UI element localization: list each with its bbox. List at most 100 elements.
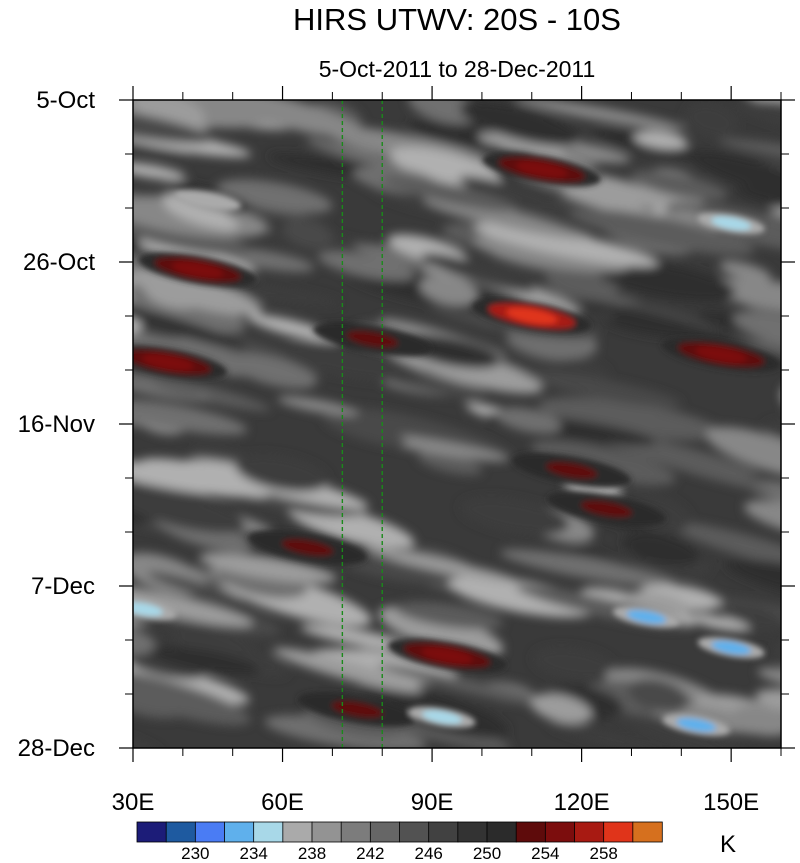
plot-area — [133, 100, 781, 748]
field-anomalies — [133, 152, 781, 736]
field-texture-cell — [705, 426, 781, 478]
colorbar-swatch — [224, 821, 255, 843]
field-texture-cell — [133, 485, 246, 533]
field-texture-cell — [417, 451, 483, 475]
field-texture-cell — [757, 667, 781, 691]
field-texture-cell — [133, 660, 250, 705]
x-tick-label: 60E — [261, 789, 304, 816]
field-texture-cell — [530, 693, 592, 724]
field-texture-cell — [538, 397, 720, 441]
field-texture-cell — [459, 101, 580, 146]
colorbar-swatch — [340, 821, 372, 843]
colorbar-swatch — [632, 821, 663, 843]
field-texture-cell — [133, 583, 253, 627]
field-texture-cell — [474, 223, 659, 267]
warm-anomaly — [506, 307, 558, 325]
field-texture-cell — [719, 139, 781, 169]
field-texture-cell — [381, 175, 518, 212]
field-texture-cell — [264, 715, 427, 748]
field-texture-cell — [698, 278, 781, 316]
colorbar-swatch — [544, 821, 576, 843]
axes: 5-Oct 26-Oct 16-Nov 7-Dec 28-Dec 30E 60E 90E 120… — [18, 86, 795, 816]
field-texture-cell — [687, 150, 781, 202]
y-tick-label: 5-Oct — [36, 87, 95, 114]
colorbar-tick-label: 258 — [590, 844, 618, 863]
colorbar-tick-label: 238 — [298, 844, 326, 863]
field-texture-cell — [277, 396, 359, 416]
warm-anomaly — [142, 354, 194, 371]
field-texture-cell — [670, 521, 781, 574]
warm-anomaly — [695, 346, 747, 363]
colorbar-tick-label: 242 — [356, 844, 384, 863]
field-texture-cell — [460, 496, 569, 536]
field-texture-cell — [496, 407, 562, 434]
field-texture-cell — [273, 648, 423, 693]
field-texture-cell — [149, 646, 260, 676]
field-texture-cell — [408, 118, 497, 149]
warm-anomaly — [545, 462, 598, 479]
warm-anomaly — [580, 500, 633, 518]
field-texture-cell — [235, 453, 329, 492]
field-texture-cell — [467, 210, 592, 240]
field-texture-cell — [376, 664, 557, 709]
field-texture-cell — [227, 353, 317, 389]
field-texture-cell — [133, 668, 251, 726]
chart-subtitle: 5-Oct-2011 to 28-Dec-2011 — [319, 56, 596, 82]
field-texture-cell — [531, 440, 676, 486]
field-texture-cell — [133, 378, 211, 402]
x-tick-label: 30E — [112, 789, 155, 816]
field-texture-cell — [688, 614, 750, 632]
field-texture-cell — [217, 179, 333, 214]
y-tick-label: 26-Oct — [23, 249, 95, 276]
cold-anomaly — [711, 640, 751, 655]
x-tick-label: 120E — [554, 789, 610, 816]
y-tick-label: 16-Nov — [18, 411, 95, 438]
colorbar-swatch — [136, 821, 167, 843]
field-texture-cell — [419, 275, 478, 306]
colorbar-swatch — [253, 821, 284, 843]
field-texture-cell — [408, 100, 480, 125]
chart-title: HIRS UTWV: 20S - 10S — [293, 2, 621, 37]
colorbar-swatch — [311, 821, 342, 843]
y-tick-label: 7-Dec — [31, 573, 95, 600]
warm-anomaly — [331, 701, 383, 718]
field-texture-cell — [514, 100, 686, 131]
warm-anomaly — [172, 261, 224, 278]
colorbar: 230 234 238 242 246 250 254 258 K — [136, 821, 736, 863]
colorbar-swatch — [486, 821, 517, 843]
colorbar-swatch — [457, 821, 488, 843]
field-texture-cell — [282, 341, 423, 382]
colorbar-swatch — [574, 821, 605, 843]
y-tick-label: 28-Dec — [18, 735, 95, 762]
field-texture-cell — [744, 500, 781, 544]
field-texture — [133, 100, 781, 748]
field-texture-cell — [448, 575, 596, 618]
colorbar-unit: K — [720, 831, 736, 858]
field-texture-cell — [731, 704, 781, 737]
cold-anomaly — [676, 718, 717, 732]
field-texture-cell — [685, 102, 739, 139]
field-texture-cell — [733, 311, 781, 365]
colorbar-swatch — [194, 821, 226, 843]
warm-anomaly — [421, 647, 473, 664]
field-texture-cell — [144, 280, 203, 309]
reference-lines — [341, 100, 383, 748]
colorbar-tick-label: 246 — [415, 844, 443, 863]
cold-anomaly — [188, 193, 228, 208]
field-texture-cell — [342, 558, 449, 584]
colorbar-tick-label: 230 — [181, 844, 209, 863]
colorbar-swatch — [369, 821, 401, 843]
field-texture-cell — [611, 712, 768, 748]
field-texture-cell — [622, 532, 700, 566]
field-texture-cell — [147, 571, 243, 603]
colorbar-tick-label: 250 — [473, 844, 501, 863]
field-texture-cell — [318, 251, 415, 281]
field-texture-cell — [604, 316, 694, 339]
field-texture-cell — [473, 235, 630, 273]
field-texture-cell — [532, 372, 682, 408]
field-texture-cell — [628, 678, 689, 713]
warm-anomaly — [346, 330, 398, 348]
field-texture-cell — [133, 318, 189, 339]
field-texture-cell — [594, 259, 736, 302]
